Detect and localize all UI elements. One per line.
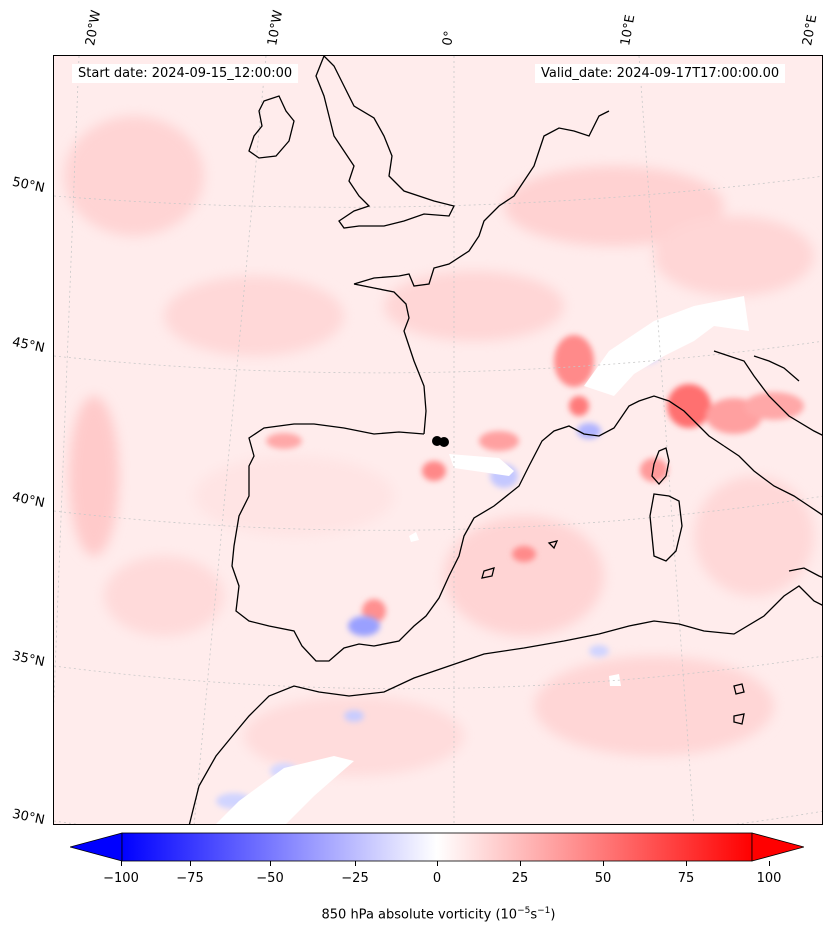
coast-balearic: [547, 540, 559, 550]
lat-label-30n: 30°N: [10, 806, 46, 829]
coast-sardinia: [649, 493, 683, 562]
lon-label-20w: 20°W: [83, 9, 105, 48]
colorbar-tick: [190, 861, 191, 866]
colorbar-tick-label: 75: [677, 871, 695, 886]
coast-north-africa: [188, 585, 822, 824]
lat-label-35n: 35°N: [10, 648, 46, 671]
coast-corsica: [651, 447, 670, 485]
vorticity-map: [54, 56, 822, 824]
colorbar: [68, 832, 806, 862]
lon-label-20e: 20°E: [800, 13, 821, 47]
vorticity-positive-patches: [64, 116, 814, 776]
colorbar-min-arrow: [68, 832, 123, 862]
colorbar-tick-label: 50: [594, 871, 612, 886]
colorbar-svg: [68, 832, 806, 862]
coast-france-biscay: [353, 283, 427, 435]
valid-date-label: Valid_date: 2024-09-17T17:00:00.00: [535, 64, 786, 83]
colorbar-tick-label: 100: [756, 871, 782, 886]
colorbar-tick-label: 0: [432, 871, 442, 886]
map-panel: [53, 55, 823, 825]
coast-iberia: [231, 395, 725, 662]
colorbar-tick: [769, 861, 770, 866]
lat-label-50n: 50°N: [10, 174, 46, 197]
lon-label-0: 0°: [440, 29, 458, 47]
coast-france-north: [353, 110, 610, 287]
masked-terrain: [216, 296, 749, 824]
storm-center-marker: [432, 436, 449, 447]
colorbar-tick-label: 25: [511, 871, 529, 886]
colorbar-tick: [686, 861, 687, 866]
colorbar-tick: [121, 861, 122, 866]
colorbar-tick-label: −25: [341, 871, 369, 886]
coast-italy: [723, 445, 822, 516]
colorbar-max-arrow: [751, 832, 806, 862]
colorbar-tick-label: −100: [103, 871, 139, 886]
colorbar-tick: [437, 861, 438, 866]
lon-label-10e: 10°E: [618, 13, 639, 47]
colorbar-tick: [520, 861, 521, 866]
colorbar-tick: [355, 861, 356, 866]
lat-label-40n: 40°N: [10, 489, 46, 512]
lat-label-45n: 45°N: [10, 334, 46, 357]
colorbar-tick: [270, 861, 271, 866]
colorbar-tick-label: −75: [176, 871, 204, 886]
colorbar-tick: [603, 861, 604, 866]
graticule: [54, 56, 822, 824]
coast-ireland: [248, 95, 295, 159]
lon-label-10w: 10°W: [265, 9, 287, 48]
vorticity-maxima: [266, 335, 804, 623]
coast-great-britain: [315, 56, 455, 229]
colorbar-gradient: [121, 832, 753, 862]
colorbar-tick-label: −50: [256, 871, 284, 886]
coastlines: [188, 56, 822, 824]
colorbar-label: 850 hPa absolute vorticity (10−5s−1): [321, 906, 556, 923]
coast-italy-adriatic: [713, 350, 822, 436]
start-date-label: Start date: 2024-09-15_12:00:00: [72, 64, 299, 83]
